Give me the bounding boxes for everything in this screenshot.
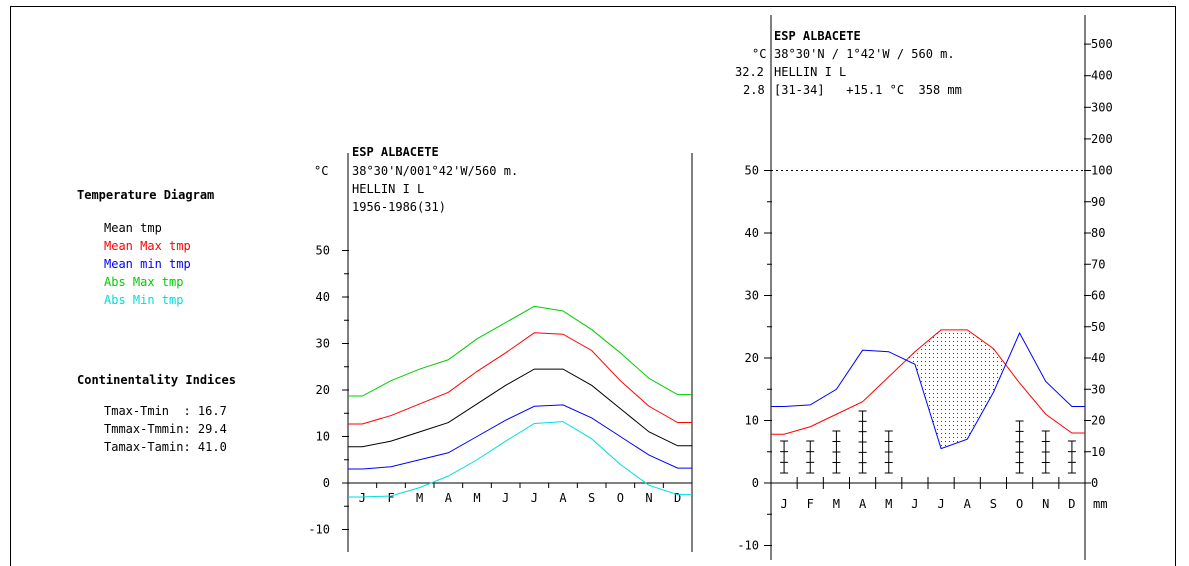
chart2-x-tick-label: O	[1016, 497, 1023, 511]
chart2-right-tick-label: 200	[1091, 132, 1113, 146]
chart1-title: ESP ALBACETE	[352, 145, 439, 159]
chart2-x-tick-label: D	[1068, 497, 1075, 511]
chart1-y-tick-label: 10	[316, 430, 330, 444]
chart2-right-tick-label: 90	[1091, 195, 1105, 209]
chart2-temperature-line	[771, 329, 1085, 435]
legend-item: Mean tmp	[104, 221, 162, 235]
legend-item: Mean min tmp	[104, 257, 191, 271]
chart1-x-tick-label: M	[473, 491, 480, 505]
legend-item: Abs Min tmp	[104, 293, 184, 307]
chart1-y-tick-label: 0	[323, 476, 330, 490]
chart2-right-tick-label: 60	[1091, 289, 1105, 303]
chart1-x-tick-label: A	[445, 491, 453, 505]
chart1-x-tick-label: J	[531, 491, 538, 505]
chart1-x-tick-label: O	[617, 491, 624, 505]
legend-item: Abs Max tmp	[104, 275, 184, 289]
chart1-x-tick-label: F	[387, 491, 394, 505]
chart1-info-2: HELLIN I L	[352, 182, 425, 196]
chart2-right-tick-label: 50	[1091, 320, 1105, 334]
chart2-x-tick-label: A	[859, 497, 867, 511]
indices-heading: Continentality Indices	[77, 373, 236, 387]
chart2-info-1: 38°30'N / 1°42'W / 560 m.	[774, 47, 955, 61]
chart2-right-tick-label: 500	[1091, 37, 1113, 51]
chart2-right-tick-label: 20	[1091, 414, 1105, 428]
chart2-precip-unit: mm	[1093, 497, 1107, 511]
chart1-x-tick-label: D	[674, 491, 681, 505]
chart2-x-tick-label: J	[937, 497, 944, 511]
chart1-series-line	[348, 421, 692, 498]
chart1-x-tick-label: J	[359, 491, 366, 505]
chart2-left-tick-label: 10	[745, 414, 759, 428]
chart1-y-tick-label: 30	[316, 337, 330, 351]
chart2-x-tick-label: J	[780, 497, 787, 511]
chart2-x-tick-label: N	[1042, 497, 1049, 511]
chart2-right-tick-label: 0	[1091, 476, 1098, 490]
chart2-right-tick-label: 30	[1091, 382, 1105, 396]
chart2-x-tick-label: A	[964, 497, 972, 511]
chart2-right-tick-label: 40	[1091, 351, 1105, 365]
chart1-series-line	[348, 305, 692, 397]
chart1-y-tick-label: 20	[316, 383, 330, 397]
chart2-x-tick-label: M	[833, 497, 840, 511]
chart2-left-value-2: 2.8	[743, 83, 765, 97]
chart1-y-tick-label: -10	[308, 523, 330, 537]
chart1-x-tick-label: J	[502, 491, 509, 505]
chart2-title: ESP ALBACETE	[774, 29, 861, 43]
chart2-left-tick-label: 30	[745, 289, 759, 303]
chart2-left-tick-label: 50	[745, 164, 759, 178]
chart2-right-tick-label: 100	[1091, 164, 1113, 178]
chart1-info-3: 1956-1986(31)	[352, 200, 446, 214]
chart1-series-line	[348, 332, 692, 425]
chart1-y-tick-label: 40	[316, 290, 330, 304]
chart2-right-tick-label: 70	[1091, 257, 1105, 271]
chart2-right-tick-label: 300	[1091, 100, 1113, 114]
chart2-info-2: HELLIN I L	[774, 65, 847, 79]
chart2-left-tick-label: -10	[737, 539, 759, 553]
chart1-x-tick-label: S	[588, 491, 595, 505]
climate-diagram: -100102030405001020304050607080901002003…	[737, 15, 1113, 560]
chart2-left-tick-label: 20	[745, 351, 759, 365]
chart1-x-tick-label: M	[416, 491, 423, 505]
chart2-x-tick-label: F	[807, 497, 814, 511]
chart2-x-tick-label: S	[990, 497, 997, 511]
index-line-1: Tmax-Tmin : 16.7	[104, 404, 227, 418]
chart2-left-value-1: 32.2	[735, 65, 764, 79]
chart1-x-tick-label: N	[645, 491, 652, 505]
chart2-right-tick-label: 10	[1091, 445, 1105, 459]
chart1-ylabel: °C	[314, 164, 329, 178]
chart1-series-line	[348, 404, 692, 470]
chart2-left-tick-label: 40	[745, 226, 759, 240]
legend-heading: Temperature Diagram	[77, 188, 215, 202]
chart2-info-3: [31-34] +15.1 °C 358 mm	[774, 83, 962, 97]
chart2-left-tick-label: 0	[752, 476, 759, 490]
chart2-precipitation-line	[771, 331, 1085, 450]
chart1-x-tick-label: A	[559, 491, 567, 505]
index-line-2: Tmmax-Tmmin: 29.4	[104, 422, 227, 436]
chart1-y-tick-label: 50	[316, 244, 330, 258]
legend-item: Mean Max tmp	[104, 239, 191, 253]
index-line-3: Tamax-Tamin: 41.0	[104, 440, 227, 454]
chart2-dry-season	[906, 329, 1006, 449]
chart2-right-tick-label: 400	[1091, 69, 1113, 83]
chart2-x-tick-label: M	[885, 497, 892, 511]
chart2-x-tick-label: J	[911, 497, 918, 511]
temperature-chart: -10 0 10 20 30 40 50 J F M A M J J A S O N D	[308, 153, 693, 552]
chart2-ylabel: °C	[752, 47, 767, 61]
chart1-info-1: 38°30'N/001°42'W/560 m.	[352, 164, 519, 178]
chart1-series-line	[348, 368, 692, 448]
chart2-right-tick-label: 80	[1091, 226, 1105, 240]
chart-frame	[10, 6, 1176, 566]
